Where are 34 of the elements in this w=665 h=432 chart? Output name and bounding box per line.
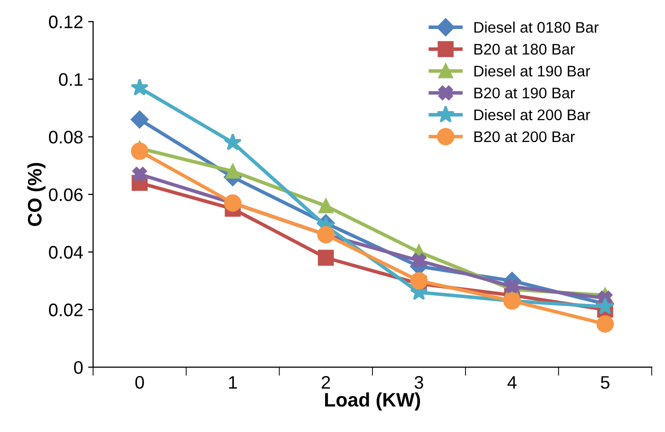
legend-label: Diesel at 0180 Bar [474, 22, 599, 33]
y-tick-label: 0.06 [48, 188, 83, 202]
point [596, 297, 614, 315]
legend-label: B20 at 190 Bar [474, 88, 575, 98]
y-tick-label: 0 [74, 361, 83, 374]
point [225, 164, 240, 179]
point [596, 315, 614, 333]
y-tick-label: 0.08 [48, 130, 83, 144]
x-tick-label: 5 [600, 376, 610, 389]
y-tick-label: 0.04 [48, 246, 83, 259]
legend-label: B20 at 180 Bar [474, 44, 575, 55]
point [224, 133, 242, 150]
point [412, 253, 426, 268]
point [318, 250, 334, 266]
x-tick-label: 1 [229, 376, 237, 389]
legend-label: B20 at 200 Bar [474, 131, 575, 142]
point [410, 272, 428, 290]
y-tick-label: 0.12 [48, 16, 82, 28]
y-tick-label: 0.1 [58, 73, 82, 86]
legend-label: Diesel at 190 Bar [474, 65, 590, 77]
point [130, 110, 149, 128]
x-axis-title: Load (KW) [325, 392, 420, 410]
point [130, 142, 148, 160]
point [504, 279, 520, 294]
legend-label: Diesel at 200 Bar [474, 109, 590, 120]
x-tick-label: 0 [135, 376, 144, 389]
x-tick-label: 4 [507, 376, 517, 389]
x-tick-label: 3 [414, 376, 424, 389]
y-axis-title: CO (%) [27, 162, 46, 226]
point [318, 198, 334, 214]
point [132, 166, 147, 182]
y-tick-label: 0.02 [48, 304, 82, 316]
x-tick-label: 2 [322, 376, 330, 389]
point [130, 78, 149, 96]
